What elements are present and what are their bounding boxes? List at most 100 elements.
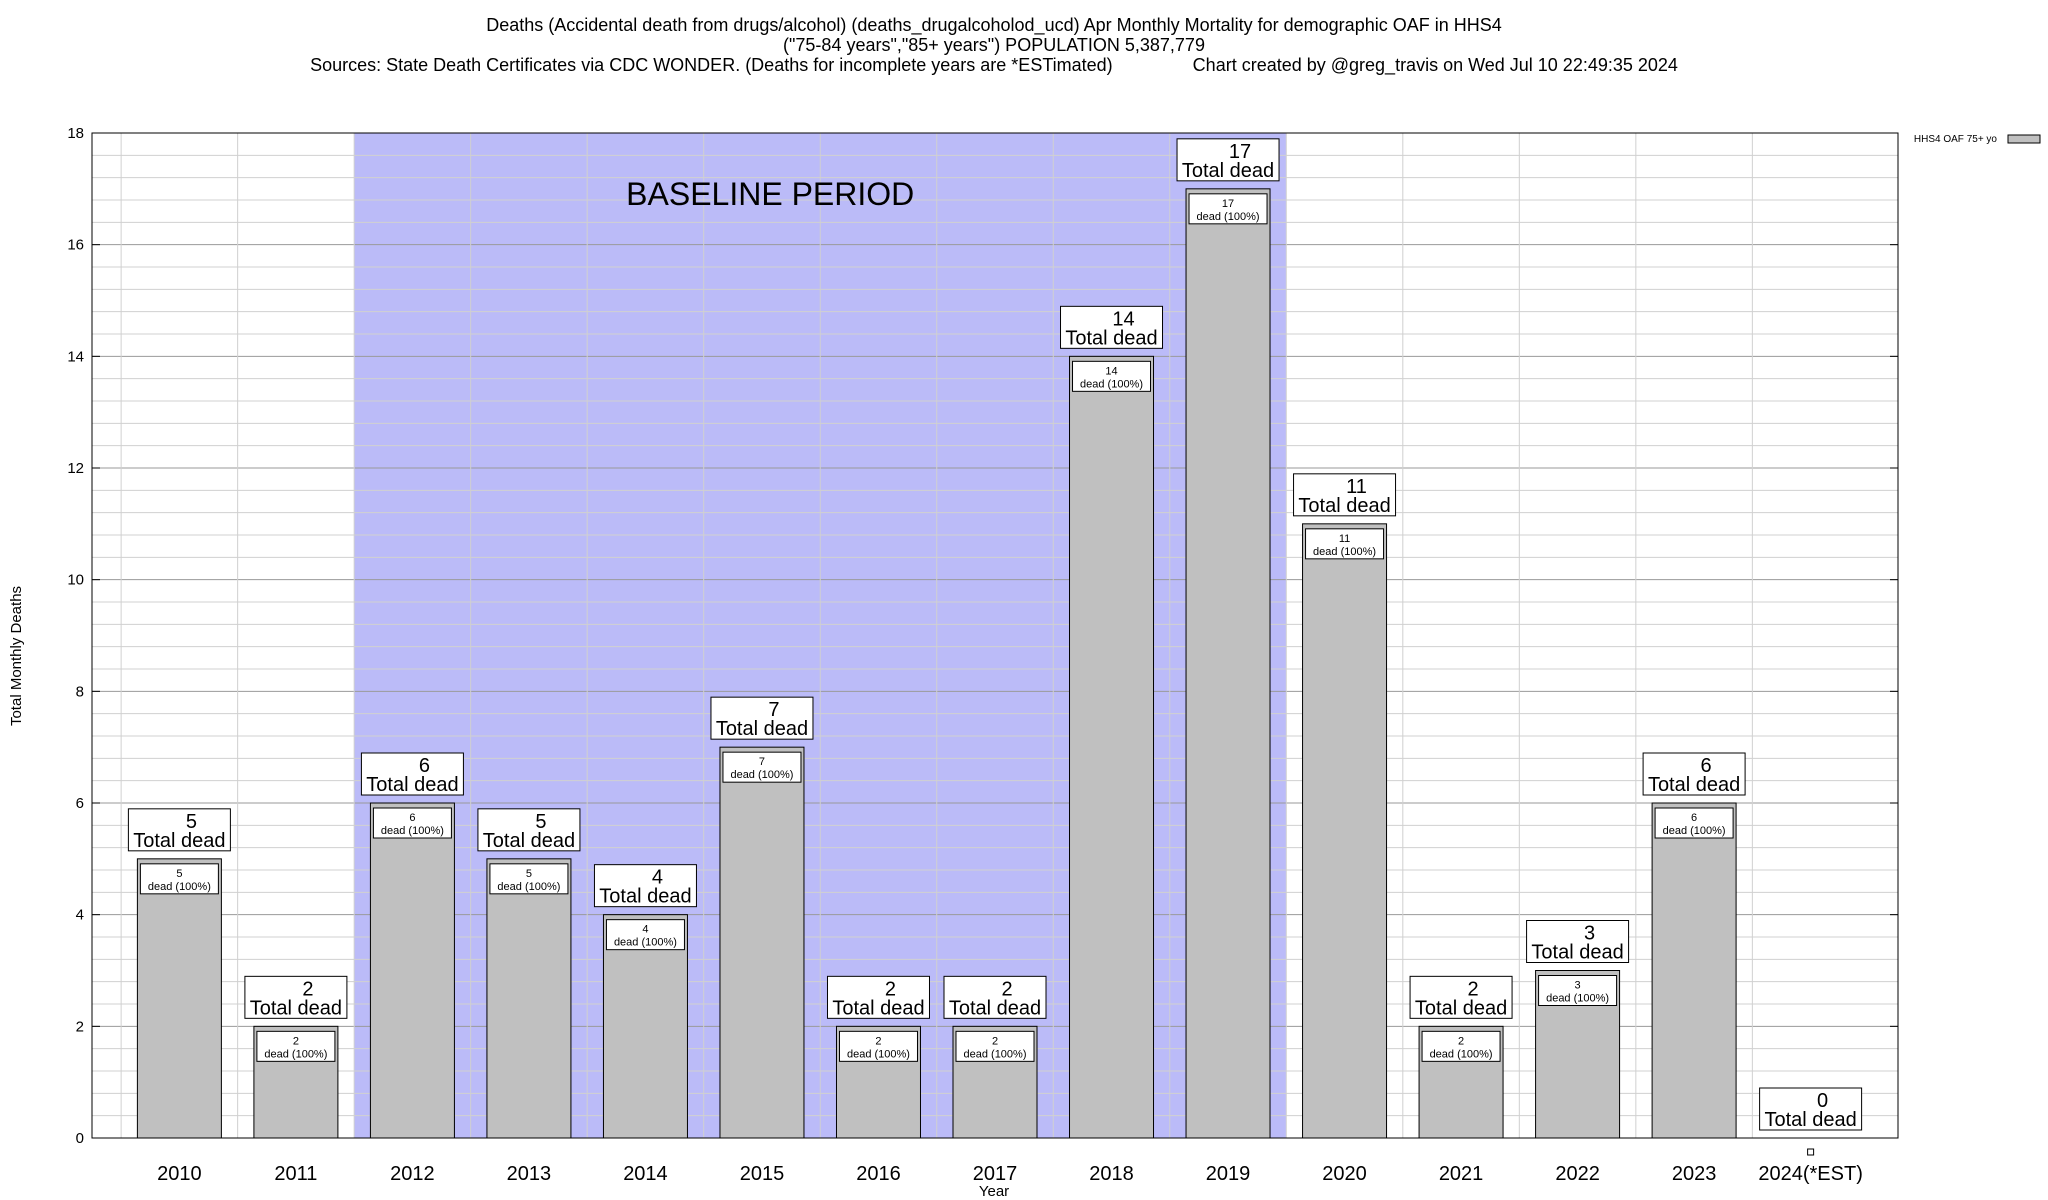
inner-label-text: dead (100%) [1546,993,1609,1005]
total-label-box [593,864,697,908]
inner-label-box [1188,193,1268,225]
inner-label-count: 2 [875,1035,881,1047]
x-tick-label: 2022 [1555,1163,1600,1185]
total-label-box [127,808,231,852]
total-label-text: Total dead [949,997,1041,1019]
total-label-text: Total dead [1065,327,1157,349]
y-tick-label: 18 [67,125,84,142]
inner-label-box [955,1030,1035,1062]
total-label-text: Total dead [1415,997,1507,1019]
total-label-box [1526,920,1630,963]
inner-label-box [1654,807,1734,839]
total-label-count: 17 [1229,141,1251,163]
total-label-text: Total dead [483,830,575,852]
y-axis-label: Total Monthly Deaths [8,586,25,726]
inner-label-box [139,863,219,895]
y-tick-label: 8 [76,683,84,700]
inner-label-box [372,807,452,839]
inner-label-count: 14 [1105,365,1117,377]
plot-frame [91,132,1899,1139]
x-tick-label: 2020 [1322,1163,1367,1185]
total-label-count: 6 [419,755,430,777]
x-tick-label: 2010 [157,1163,202,1185]
inner-label-box [489,863,569,895]
y-tick-label: 10 [67,572,84,589]
inner-label-text: dead (100%) [1663,825,1726,837]
x-tick-label: 2019 [1206,1163,1251,1185]
inner-label-box [1305,528,1385,560]
inner-label-count: 2 [992,1035,998,1047]
total-label-count: 3 [1584,923,1595,945]
total-label-text: Total dead [1298,495,1390,517]
bar [1069,355,1155,1139]
total-label-text: Total dead [1764,1109,1856,1131]
x-axis-label: Year [979,1183,1009,1200]
total-label-box [943,975,1047,1019]
x-tick-label: 2012 [390,1163,435,1185]
x-tick-label: 2024(*EST) [1758,1163,1863,1185]
inner-label-count: 6 [1691,812,1697,824]
y-tick-label: 16 [67,237,84,254]
y-tick-label: 0 [76,1130,84,1147]
total-label-count: 14 [1112,308,1134,330]
total-label-box [1176,138,1280,182]
y-tick-label: 6 [76,795,84,812]
baseline-period-label: BASELINE PERIOD [626,176,914,212]
total-label-box [826,975,930,1019]
total-label-box [1293,473,1397,517]
inner-label-count: 4 [642,924,648,936]
bar [602,914,688,1139]
total-label-count: 2 [1001,978,1012,1000]
total-label-count: 4 [652,867,663,889]
total-label-count: 7 [768,699,779,721]
inner-label-text: dead (100%) [1430,1048,1493,1060]
total-label-text: Total dead [832,997,924,1019]
inner-label-box [605,919,685,951]
bar [719,746,805,1139]
inner-label-text: dead (100%) [730,769,793,781]
total-label-box [1759,1087,1863,1131]
inner-label-text: dead (100%) [497,881,560,893]
inner-label-box [1538,975,1618,1006]
bar [369,802,455,1139]
total-label-box [477,808,581,852]
total-label-text: Total dead [716,718,808,740]
inner-label-box [722,751,802,783]
total-label-box [1060,305,1164,349]
x-tick-label: 2021 [1439,1163,1484,1185]
total-label-text: Total dead [133,830,225,852]
inner-label-count: 2 [1458,1035,1464,1047]
bar [486,858,572,1139]
inner-label-box [1072,360,1152,392]
inner-label-text: dead (100%) [264,1048,327,1060]
chart-title-line-2: ("75-84 years","85+ years") POPULATION 5… [783,35,1205,55]
inner-label-text: dead (100%) [1080,378,1143,390]
total-label-box [710,696,814,740]
total-label-text: Total dead [1648,774,1740,796]
total-label-box [244,975,348,1019]
total-label-count: 11 [1346,476,1367,498]
inner-label-count: 5 [176,868,182,880]
inner-label-box [838,1030,918,1062]
x-tick-label: 2016 [856,1163,901,1185]
inner-label-text: dead (100%) [381,825,444,837]
inner-label-count: 6 [409,812,415,824]
bar [1185,188,1271,1139]
inner-label-count: 7 [759,756,765,768]
x-tick-label: 2015 [740,1163,785,1185]
x-tick-label: 2013 [507,1163,552,1185]
